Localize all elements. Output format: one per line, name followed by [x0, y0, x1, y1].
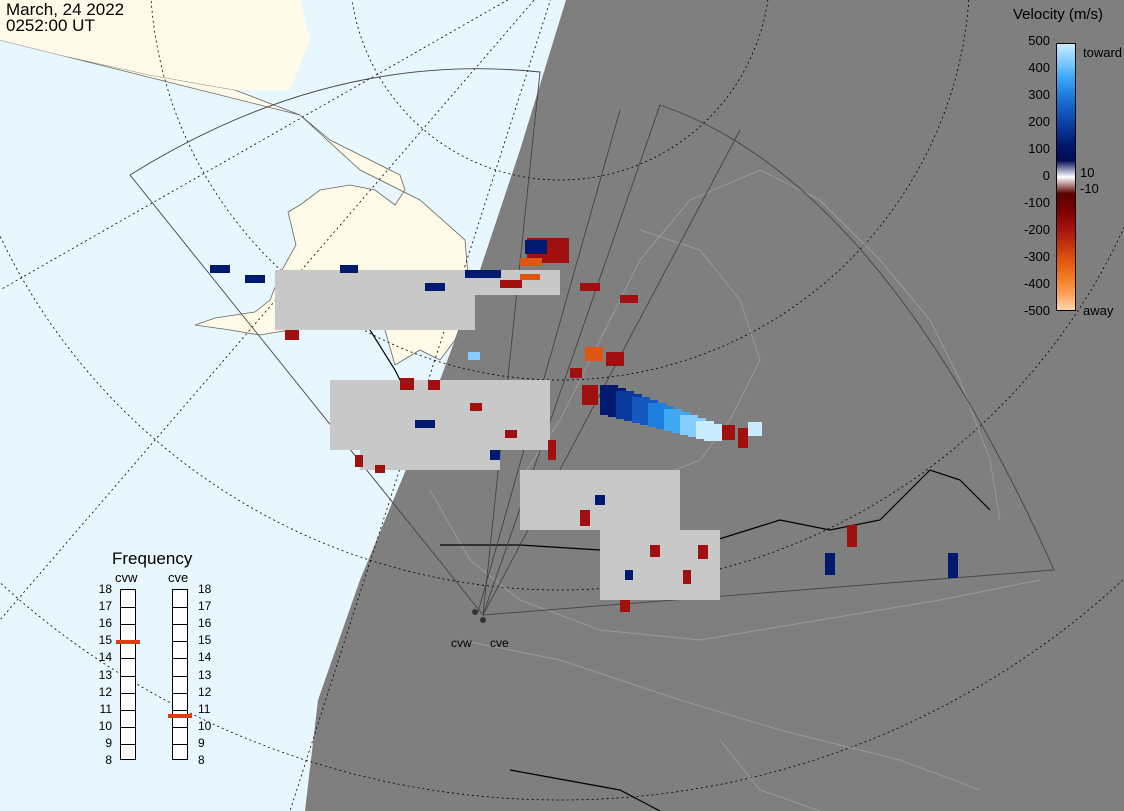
toward-velocity-cell — [210, 265, 230, 273]
toward-velocity-cell — [825, 553, 835, 575]
away-velocity-cell — [620, 600, 630, 612]
frequency-tick-label: 18 — [198, 582, 212, 596]
colorbar-tick-label: 100 — [1028, 141, 1050, 156]
cvw-frequency-scale — [120, 589, 136, 760]
frequency-tick-label: 13 — [198, 667, 212, 682]
cve-frequency-scale — [172, 589, 188, 760]
away-velocity-cell — [500, 280, 522, 288]
colorbar-tick-label: 300 — [1028, 87, 1050, 102]
away-velocity-cell — [582, 385, 598, 405]
frequency-tick-label: 14 — [198, 650, 212, 665]
away-velocity-cell — [738, 428, 748, 448]
frequency-tick-label: 11 — [99, 701, 112, 716]
cve-site-marker — [480, 617, 486, 623]
away-velocity-cell — [570, 368, 582, 378]
frequency-tick-label: 8 — [105, 753, 112, 767]
away-velocity-cell — [606, 352, 624, 366]
away-velocity-cell — [847, 525, 857, 547]
away-velocity-cell — [428, 380, 440, 390]
toward-velocity-cell — [465, 270, 501, 278]
colorbar-tick-label: 500 — [1028, 33, 1050, 48]
away-label: away — [1083, 303, 1114, 318]
cvw-site-marker — [472, 609, 478, 615]
cvw-selected-frequency-mark — [116, 640, 140, 644]
away-velocity-cell — [400, 378, 414, 390]
toward-label: toward — [1083, 45, 1123, 60]
date-label: March, 24 2022 — [6, 0, 125, 19]
colorbar-tick-label: -400 — [1023, 276, 1050, 291]
cve-site-label: cve — [490, 636, 509, 650]
away-velocity-cell — [698, 545, 708, 559]
toward-velocity-cell — [595, 495, 605, 505]
ground-scatter-band — [300, 290, 420, 330]
away-velocity-cell — [580, 283, 600, 291]
cvw-site-label: cvw — [451, 636, 472, 650]
night-shading — [305, 0, 1124, 811]
away-velocity-cell — [505, 430, 517, 438]
toward-velocity-cell — [415, 420, 435, 428]
frequency-tick-label: 12 — [198, 684, 212, 699]
velocity-legend-title: Velocity (m/s) — [1013, 6, 1104, 23]
frequency-tick-label: 9 — [198, 735, 205, 750]
toward-velocity-cell — [948, 553, 958, 578]
toward-velocity-cell — [704, 424, 722, 441]
cve-column-label: cve — [168, 570, 189, 585]
away-velocity-cell — [650, 545, 660, 557]
toward-velocity-cell — [625, 570, 633, 580]
away-velocity-cell — [470, 403, 482, 411]
colorbar-tick-label: -10 — [1080, 181, 1099, 196]
frequency-tick-label: 9 — [105, 735, 112, 750]
time-label: 0252:00 UT — [6, 16, 95, 35]
frequency-tick-label: 8 — [198, 753, 205, 767]
cvw-column-label: cvw — [115, 570, 138, 585]
frequency-tick-label: 10 — [98, 718, 112, 733]
toward-velocity-cell — [525, 240, 547, 254]
frequency-tick-label: 14 — [98, 650, 112, 665]
colorbar-tick-label: 0 — [1042, 168, 1050, 183]
toward-velocity-cell — [425, 283, 445, 291]
toward-velocity-cell — [245, 275, 265, 283]
colorbar-tick-label: 10 — [1080, 165, 1095, 180]
ground-scatter-band — [360, 430, 500, 470]
colorbar-tick-label: 200 — [1028, 114, 1050, 129]
cve-selected-frequency-mark — [168, 713, 192, 718]
fov-outlines — [129, 68, 1055, 616]
colorbar-tick-label: -500 — [1023, 303, 1050, 318]
away-velocity-cell — [548, 440, 556, 460]
away-velocity-cell — [585, 347, 603, 361]
toward-velocity-cell — [748, 422, 762, 436]
toward-velocity-cell — [490, 450, 500, 460]
away-velocity-cell — [375, 465, 385, 473]
frequency-tick-label: 12 — [98, 684, 112, 699]
colorbar-tick-label: 400 — [1028, 60, 1050, 75]
toward-velocity-cell — [468, 352, 480, 360]
scatter-cells — [210, 238, 958, 612]
frequency-tick-label: 10 — [198, 718, 212, 733]
frequency-tick-label: 17 — [198, 599, 212, 614]
away-velocity-cell — [580, 510, 590, 526]
colorbar-tick-label: -100 — [1023, 195, 1050, 210]
away-velocity-cell — [355, 455, 363, 467]
frequency-tick-label: 16 — [198, 616, 212, 631]
frequency-tick-label: 15 — [198, 633, 212, 648]
frequency-tick-label: 17 — [98, 599, 112, 614]
colorbar-tick-label: -300 — [1023, 249, 1050, 264]
away-velocity-cell — [520, 274, 540, 280]
colorbar-tick-label: -200 — [1023, 222, 1050, 237]
away-velocity-cell — [520, 258, 542, 266]
frequency-tick-label: 18 — [98, 582, 112, 596]
toward-velocity-cell — [340, 265, 358, 273]
away-velocity-cell — [285, 330, 299, 340]
velocity-colorbar — [1056, 43, 1076, 311]
frequency-title: Frequency — [112, 549, 193, 568]
away-velocity-cell — [620, 295, 638, 303]
frequency-tick-label: 11 — [198, 701, 211, 716]
frequency-tick-label: 16 — [98, 616, 112, 631]
away-velocity-cell — [683, 570, 691, 584]
frequency-tick-label: 15 — [98, 633, 112, 648]
frequency-tick-label: 13 — [98, 667, 112, 682]
ground-scatter-band — [600, 530, 720, 600]
alaska-north-coast — [0, 0, 310, 90]
